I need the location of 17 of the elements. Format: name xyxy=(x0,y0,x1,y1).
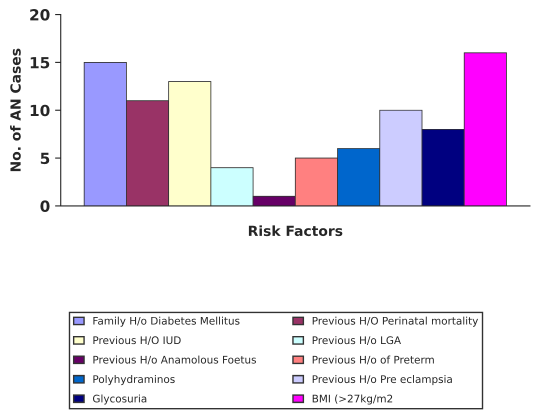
y-axis-title: No. of AN Cases xyxy=(10,48,21,172)
y-tick-label: 20 xyxy=(30,9,50,21)
legend-label: Previous H/o LGA xyxy=(312,336,401,345)
y-tick-label: 0 xyxy=(40,200,50,212)
legend-label: Previous H/O Perinatal mortality xyxy=(312,316,478,327)
legend-label: Previous H/o Anamolous Foetus xyxy=(93,356,256,364)
y-tick-label: 10 xyxy=(30,104,50,116)
legend-label: Polyhydraminos xyxy=(93,375,175,386)
y-tick-label: 15 xyxy=(30,57,50,68)
legend-label: Glycosuria xyxy=(92,394,146,405)
legend-label: Previous H/o of Preterm xyxy=(312,356,434,364)
y-tick-label: 5 xyxy=(40,152,50,164)
legend-label: Family H/o Diabetes Mellitus xyxy=(93,316,240,327)
legend-label: Previous H/o Pre eclampsia xyxy=(312,375,452,386)
legend-label: BMI (>27kg/m2 xyxy=(312,394,392,405)
x-axis-title: Risk Factors xyxy=(248,225,342,236)
legend-label: Previous H/O IUD xyxy=(93,336,181,345)
